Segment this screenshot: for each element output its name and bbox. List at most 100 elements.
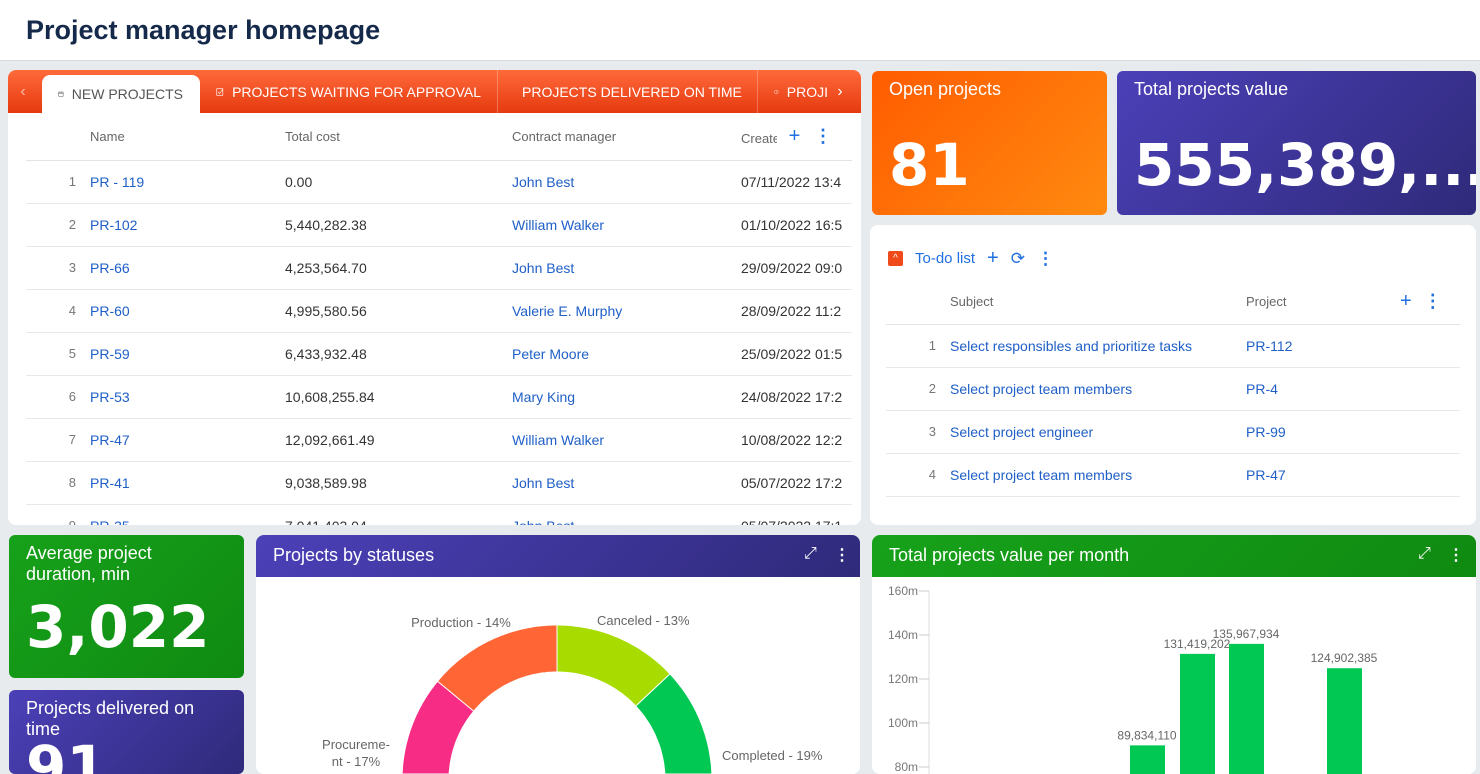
tab-waiting-approval[interactable]: PROJECTS WAITING FOR APPROVAL xyxy=(200,70,498,113)
column-header-created-label: Create xyxy=(741,130,777,146)
contract-manager-link[interactable]: William Walker xyxy=(512,203,741,247)
tab-new-projects[interactable]: NEW PROJECTS xyxy=(42,75,200,113)
todo-subject-link[interactable]: Select project team members xyxy=(950,367,1246,411)
todo-row[interactable]: 2 Select project team members PR-4 xyxy=(886,367,1460,411)
row-number: 3 xyxy=(886,410,950,454)
project-name-link[interactable]: PR-60 xyxy=(90,289,285,333)
tab-label: PROJI xyxy=(786,83,828,100)
more-vertical-icon[interactable]: ⋮ xyxy=(834,547,850,564)
tab-delivered-on-time[interactable]: PROJECTS DELIVERED ON TIME xyxy=(498,70,758,113)
bar[interactable] xyxy=(1327,668,1362,774)
todo-project-link[interactable]: PR-4 xyxy=(1246,367,1386,411)
contract-manager-link[interactable]: John Best xyxy=(512,461,741,505)
donut-slice[interactable] xyxy=(436,624,558,712)
refresh-icon[interactable]: ⟳ xyxy=(1010,248,1025,268)
todo-subject-link[interactable]: Select project team members xyxy=(950,453,1246,497)
bar-value-label: 131,419,202 xyxy=(1164,637,1231,651)
row-number: 1 xyxy=(26,160,90,204)
expand-icon[interactable]: ⤢ xyxy=(1418,545,1431,562)
contract-manager-link[interactable]: Valerie E. Murphy xyxy=(512,289,741,333)
total-cost: 0.00 xyxy=(285,160,512,204)
tabs-next-button[interactable]: › xyxy=(837,82,843,100)
collapse-icon[interactable]: ^ xyxy=(888,251,903,266)
created-date: 25/09/2022 01:5 xyxy=(741,332,852,376)
column-header-project[interactable]: Project xyxy=(1246,280,1386,325)
todo-row[interactable]: 4 Select project team members PR-47 xyxy=(886,453,1460,497)
tab-label: NEW PROJECTS xyxy=(71,86,183,102)
expand-icon[interactable]: ⤢ xyxy=(804,545,817,562)
todo-row[interactable]: 3 Select project engineer PR-99 xyxy=(886,410,1460,454)
kpi-title: Average project duration, min xyxy=(26,543,152,584)
total-cost: 10,608,255.84 xyxy=(285,375,512,419)
project-name-link[interactable]: PR-35 xyxy=(90,504,285,525)
more-vertical-icon[interactable]: ⋮ xyxy=(813,125,832,146)
table-row[interactable]: 6 PR-53 10,608,255.84 Mary King 24/08/2022 1… xyxy=(26,375,852,419)
todo-project-link[interactable]: PR-47 xyxy=(1246,453,1386,497)
more-vertical-icon[interactable]: ⋮ xyxy=(1448,547,1464,564)
contract-manager-link[interactable]: John Best xyxy=(512,504,741,525)
bar[interactable] xyxy=(1130,745,1165,774)
project-name-link[interactable]: PR-59 xyxy=(90,332,285,376)
todo-title[interactable]: To-do list xyxy=(915,250,976,267)
kpi-value: 91 xyxy=(26,733,107,774)
table-row[interactable]: 3 PR-66 4,253,564.70 John Best 29/09/2022 09… xyxy=(26,246,852,290)
tab-overdue[interactable]: PROJI xyxy=(758,70,828,113)
bar[interactable] xyxy=(1229,643,1264,774)
total-projects-value-card[interactable]: Total projects value 555,389,... xyxy=(1117,71,1476,215)
tabs-prev-button[interactable]: ‹ xyxy=(20,82,26,100)
contract-manager-link[interactable]: Mary King xyxy=(512,375,741,419)
contract-manager-link[interactable]: William Walker xyxy=(512,418,741,462)
total-cost: 7,041,403.04 xyxy=(285,504,512,525)
table-row[interactable]: 4 PR-60 4,995,580.56 Valerie E. Murphy 28/09… xyxy=(26,289,852,333)
project-name-link[interactable]: PR - 119 xyxy=(90,160,285,204)
add-icon[interactable]: + xyxy=(1400,290,1412,313)
table-row[interactable]: 7 PR-47 12,092,661.49 William Walker 10/08/2… xyxy=(26,418,852,462)
add-icon[interactable]: + xyxy=(788,124,801,147)
todo-subject-link[interactable]: Select responsibles and prioritize tasks xyxy=(950,324,1246,368)
project-name-link[interactable]: PR-66 xyxy=(90,246,285,290)
contract-manager-link[interactable]: John Best xyxy=(512,160,741,204)
total-cost: 4,995,580.56 xyxy=(285,289,512,333)
average-duration-card[interactable]: Average project duration, min 3,022 xyxy=(9,535,244,678)
table-row[interactable]: 1 PR - 119 0.00 John Best 07/11/2022 13:4 xyxy=(26,160,852,204)
row-number: 3 xyxy=(26,246,90,290)
project-name-link[interactable]: PR-53 xyxy=(90,375,285,419)
project-name-link[interactable]: PR-102 xyxy=(90,203,285,247)
column-header-contract-manager[interactable]: Contract manager xyxy=(512,113,741,161)
more-vertical-icon[interactable]: ⋮ xyxy=(1036,248,1054,268)
delivered-on-time-card[interactable]: Projects delivered on time 91 xyxy=(9,690,244,774)
y-tick-label: 160m xyxy=(888,584,918,598)
slice-label: Canceled - 13% xyxy=(597,613,690,628)
contract-manager-link[interactable]: John Best xyxy=(512,246,741,290)
contract-manager-link[interactable]: Peter Moore xyxy=(512,332,741,376)
tab-label: PROJECTS DELIVERED ON TIME xyxy=(522,83,742,100)
slice-label: Production - 14% xyxy=(411,615,511,630)
todo-row[interactable]: 1 Select responsibles and prioritize task… xyxy=(886,324,1460,368)
clock-icon xyxy=(774,89,779,94)
column-header-subject[interactable]: Subject xyxy=(950,280,1246,325)
add-icon[interactable]: + xyxy=(987,247,999,269)
column-header-name[interactable]: Name xyxy=(90,113,285,161)
project-name-link[interactable]: PR-41 xyxy=(90,461,285,505)
table-row[interactable]: 2 PR-102 5,440,282.38 William Walker 01/10/2… xyxy=(26,203,852,247)
todo-subject-link[interactable]: Select project engineer xyxy=(950,410,1246,454)
kpi-value: 555,389,... xyxy=(1134,131,1476,199)
column-header-created[interactable]: Create + ⋮ xyxy=(741,113,852,161)
project-name-link[interactable]: PR-47 xyxy=(90,418,285,462)
more-vertical-icon[interactable]: ⋮ xyxy=(1423,291,1442,312)
open-projects-card[interactable]: Open projects 81 xyxy=(872,71,1107,215)
kpi-value: 3,022 xyxy=(26,593,210,661)
projects-tab-bar: ‹ NEW PROJECTS PROJECTS WAITING FOR APPR… xyxy=(8,70,861,113)
table-row[interactable]: 5 PR-59 6,433,932.48 Peter Moore 25/09/2022 … xyxy=(26,332,852,376)
widget-header: Projects by statuses ⤢ ⋮ xyxy=(256,535,860,577)
todo-header: ^ To-do list + ⟳ ⋮ xyxy=(888,247,1054,270)
bar[interactable] xyxy=(1180,653,1215,774)
projects-panel: ‹ NEW PROJECTS PROJECTS WAITING FOR APPR… xyxy=(8,70,861,525)
todo-project-link[interactable]: PR-112 xyxy=(1246,324,1386,368)
donut-slice[interactable] xyxy=(634,673,713,774)
table-row[interactable]: 8 PR-41 9,038,589.98 John Best 05/07/2022 17… xyxy=(26,461,852,505)
column-header-total-cost[interactable]: Total cost xyxy=(285,113,512,161)
todo-project-link[interactable]: PR-99 xyxy=(1246,410,1386,454)
